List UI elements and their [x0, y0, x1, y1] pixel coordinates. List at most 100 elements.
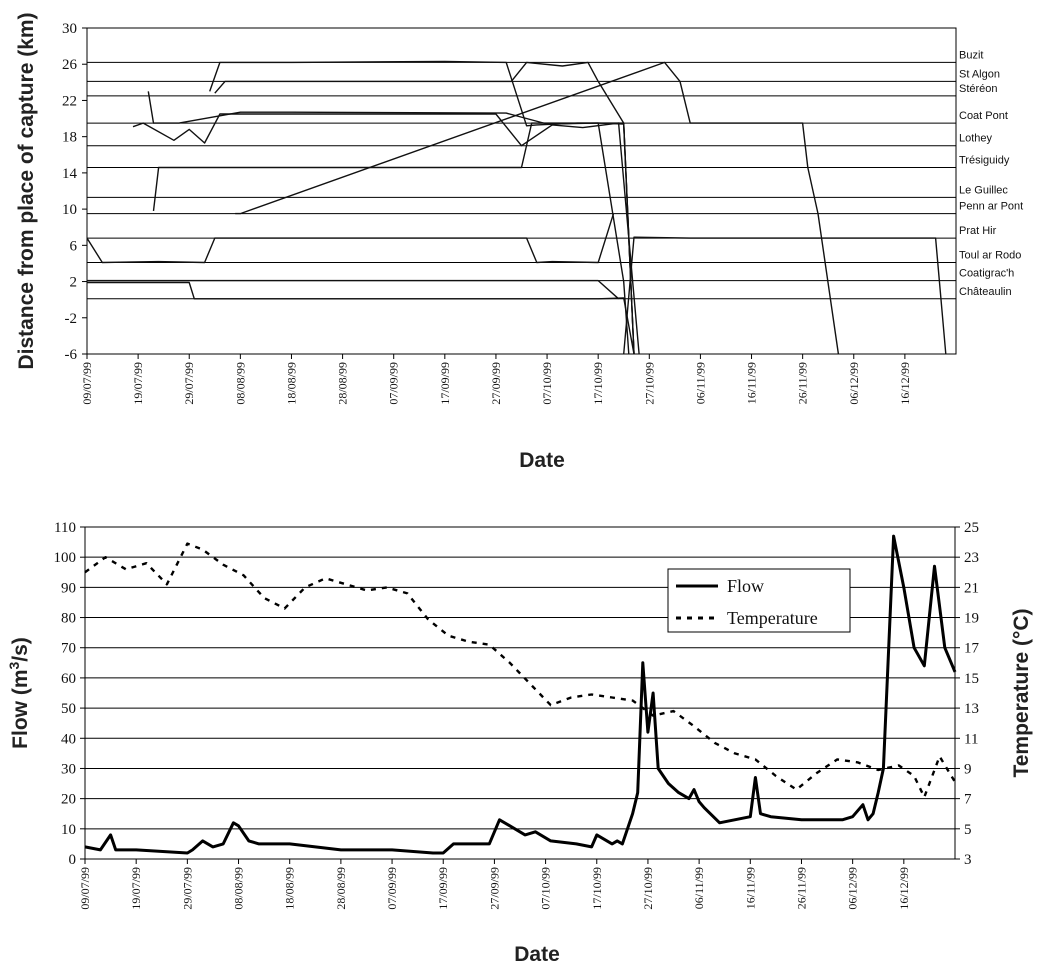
- distance-x-tick-label: 16/12/99: [898, 362, 912, 405]
- legend: Flow Temperature: [667, 568, 851, 633]
- flow-x-tick-label: 08/08/99: [232, 867, 246, 910]
- flow-temperature-chart: 0 10 20 30 40 50 60 70 80 90 100 110 3 5 7 9 11 13 15 17 19…: [6, 520, 1033, 966]
- track-8: [623, 236, 947, 355]
- site-label-buzit: Buzit: [959, 49, 983, 61]
- flow-x-tick-label: 16/11/99: [743, 867, 757, 909]
- flow-y-tick-label: 90: [61, 580, 76, 596]
- distance-y-tick-label: 18: [62, 130, 77, 146]
- flow-y-tick-label: 110: [54, 520, 76, 536]
- distance-y-tick-label: 22: [62, 93, 77, 109]
- flow-line: [84, 534, 957, 855]
- site-label-toul-ar-rodo: Toul ar Rodo: [959, 250, 1021, 262]
- distance-x-tick-label: 18/08/99: [285, 362, 299, 405]
- track-5: [152, 122, 635, 355]
- temperature-y-tick-label: 15: [964, 671, 979, 687]
- distance-x-tick-label: 27/10/99: [642, 362, 656, 405]
- site-label-st-r-on: Stéréon: [959, 83, 998, 95]
- distance-y-axis-title: Distance from place of capture (km): [15, 12, 38, 369]
- temperature-y-tick-label: 23: [964, 550, 979, 566]
- temperature-y-tick-label: 9: [964, 761, 972, 777]
- temperature-y-tick-label: 11: [964, 731, 978, 747]
- track-2: [214, 61, 635, 355]
- distance-y-tick-label: -2: [65, 311, 78, 327]
- distance-y-tick-label: 26: [62, 57, 78, 73]
- flow-y-tick-label: 40: [61, 731, 76, 747]
- flow-y-tick-label: 10: [61, 822, 76, 838]
- track-10: [87, 281, 635, 355]
- site-label-prat-hir: Prat Hir: [959, 225, 997, 237]
- flow-x-tick-label: 27/10/99: [641, 867, 655, 910]
- distance-chart: Buzit St Algon Stéréon Coat Pont Lothey Trési…: [15, 12, 1023, 472]
- flow-x-tick-label: 28/08/99: [334, 867, 348, 910]
- distance-x-ticks: 09/07/99 19/07/99 29/07/99 08/08/99 18/08/99…: [80, 354, 912, 405]
- site-label-st-algon: St Algon: [959, 68, 1000, 80]
- temperature-y-tick-label: 5: [964, 822, 972, 838]
- distance-x-tick-label: 06/11/99: [693, 362, 707, 404]
- flow-x-tick-label: 06/12/99: [846, 867, 860, 910]
- track-9: [87, 279, 620, 300]
- flow-y-axis-title: Flow (m3/s): [6, 637, 32, 749]
- temperature-y-tick-label: 17: [964, 641, 980, 657]
- distance-x-tick-label: 26/11/99: [796, 362, 810, 404]
- flow-y-tick-label: 20: [61, 792, 76, 808]
- temperature-y-ticks: 3 5 7 9 11 13 15 17 19 21 23 25: [955, 520, 980, 868]
- flow-y-tick-label: 0: [69, 852, 77, 868]
- distance-x-tick-label: 08/08/99: [233, 362, 247, 405]
- distance-y-tick-label: 2: [70, 275, 78, 291]
- temperature-y-tick-label: 19: [964, 611, 979, 627]
- site-label-lothey: Lothey: [959, 133, 993, 145]
- temperature-y-tick-label: 25: [964, 520, 979, 536]
- site-label-le-guillec: Le Guillec: [959, 184, 1008, 196]
- track-7: [86, 213, 615, 264]
- flow-x-tick-label: 29/07/99: [180, 867, 194, 910]
- distance-y-tick-label: 30: [62, 21, 77, 37]
- legend-box: [667, 568, 851, 633]
- track-1: [209, 60, 630, 355]
- site-label-tr-siguidy: Trésiguidy: [959, 154, 1010, 166]
- flow-x-tick-label: 07/10/99: [539, 867, 553, 910]
- flow-temperature-lines: [84, 534, 957, 855]
- fish-tracks: [86, 60, 947, 355]
- temperature-y-tick-label: 13: [964, 701, 979, 717]
- distance-y-tick-label: 6: [70, 238, 78, 254]
- flow-x-axis-title: Date: [514, 943, 560, 966]
- legend-temperature-label: Temperature: [727, 608, 818, 628]
- distance-y-tick-label: 10: [62, 202, 77, 218]
- site-label-coat-pont: Coat Pont: [959, 110, 1008, 122]
- temperature-y-tick-label: 21: [964, 580, 979, 596]
- track-6: [235, 61, 840, 355]
- flow-x-tick-label: 19/07/99: [129, 867, 143, 910]
- site-label-penn-ar-pont: Penn ar Pont: [959, 201, 1023, 213]
- flow-x-tick-label: 18/08/99: [283, 867, 297, 910]
- temperature-y-tick-label: 3: [964, 852, 972, 868]
- flow-x-tick-label: 17/09/99: [436, 867, 450, 910]
- distance-x-tick-label: 28/08/99: [336, 362, 350, 405]
- flow-x-tick-label: 26/11/99: [795, 867, 809, 909]
- distance-plot-frame: [86, 27, 957, 355]
- legend-flow-label: Flow: [727, 576, 764, 596]
- temperature-y-axis-title: Temperature (°C): [1010, 608, 1033, 777]
- distance-x-tick-label: 07/09/99: [387, 362, 401, 405]
- temperature-y-tick-label: 7: [964, 792, 972, 808]
- flow-x-tick-label: 16/12/99: [897, 867, 911, 910]
- flow-x-tick-label: 07/09/99: [385, 867, 399, 910]
- distance-x-tick-label: 17/10/99: [591, 362, 605, 405]
- flow-plot-frame: [84, 526, 956, 860]
- flow-y-tick-label: 60: [61, 671, 76, 687]
- flow-y-tick-label: 70: [61, 641, 76, 657]
- distance-x-tick-label: 27/09/99: [489, 362, 503, 405]
- distance-y-tick-label: -6: [65, 347, 78, 363]
- flow-x-tick-label: 27/09/99: [487, 867, 501, 910]
- site-label-coatigrac-h: Coatigrac'h: [959, 268, 1014, 280]
- distance-x-tick-label: 06/12/99: [847, 362, 861, 405]
- flow-y-ticks: 0 10 20 30 40 50 60 70 80 90 100 110: [54, 520, 85, 868]
- distance-x-tick-label: 19/07/99: [131, 362, 145, 405]
- track-3: [147, 91, 635, 355]
- flow-x-tick-label: 09/07/99: [78, 867, 92, 910]
- distance-x-tick-label: 29/07/99: [182, 362, 196, 405]
- distance-x-tick-label: 17/09/99: [438, 362, 452, 405]
- distance-x-tick-label: 16/11/99: [745, 362, 759, 404]
- distance-y-tick-label: 14: [62, 166, 78, 182]
